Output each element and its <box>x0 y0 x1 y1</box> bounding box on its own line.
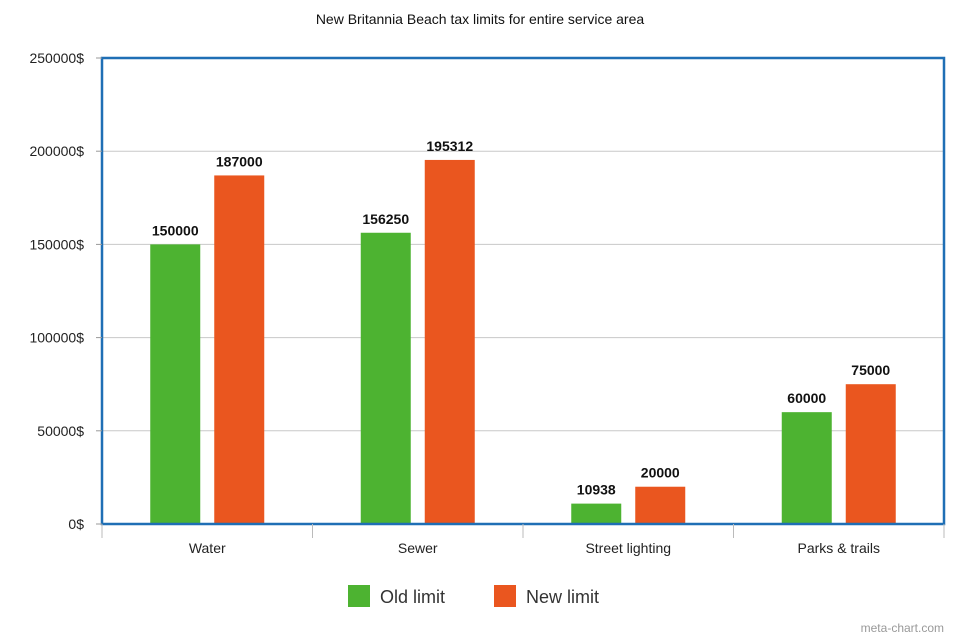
y-tick-label: 100000$ <box>29 330 84 346</box>
bar[interactable] <box>571 503 622 524</box>
watermark: meta-chart.com <box>861 621 944 635</box>
axes: 0$ 50000$ 100000$ 150000$ 200000$ 250000$ Wate… <box>29 50 945 556</box>
x-category-label: Sewer <box>398 540 438 556</box>
bar-value-label: 60000 <box>787 390 826 406</box>
y-tick-label: 0$ <box>68 516 84 532</box>
legend-item[interactable]: Old limit <box>348 585 445 607</box>
bar-value-label: 10938 <box>577 482 616 498</box>
x-category-label: Parks & trails <box>798 540 880 556</box>
bar[interactable] <box>845 384 896 524</box>
bar[interactable] <box>635 486 686 524</box>
bar[interactable] <box>781 412 832 524</box>
bar-value-label: 20000 <box>641 465 680 481</box>
bar[interactable] <box>424 159 475 525</box>
bar-value-label: 195312 <box>426 138 473 154</box>
bar-value-label: 187000 <box>216 153 263 169</box>
bar[interactable] <box>214 175 265 524</box>
bar[interactable] <box>360 232 411 524</box>
legend-swatch <box>348 585 370 607</box>
bars <box>150 159 896 525</box>
legend-label: Old limit <box>380 587 445 607</box>
legend-item[interactable]: New limit <box>494 585 599 607</box>
legend-swatch <box>494 585 516 607</box>
bar[interactable] <box>150 244 201 524</box>
bar-value-label: 150000 <box>152 222 199 238</box>
chart-title: New Britannia Beach tax limits for entir… <box>316 11 645 27</box>
y-tick-label: 250000$ <box>29 50 84 66</box>
x-category-label: Water <box>189 540 226 556</box>
y-tick-label: 200000$ <box>29 143 84 159</box>
bar-value-label: 156250 <box>362 211 409 227</box>
legend[interactable]: Old limit New limit <box>348 585 599 607</box>
y-tick-label: 50000$ <box>37 423 84 439</box>
data-labels: 150000 187000 156250 195312 10938 20000 60000 7… <box>152 138 891 498</box>
legend-label: New limit <box>526 587 599 607</box>
x-category-label: Street lighting <box>585 540 671 556</box>
bar-value-label: 75000 <box>851 362 890 378</box>
y-tick-label: 150000$ <box>29 236 84 252</box>
